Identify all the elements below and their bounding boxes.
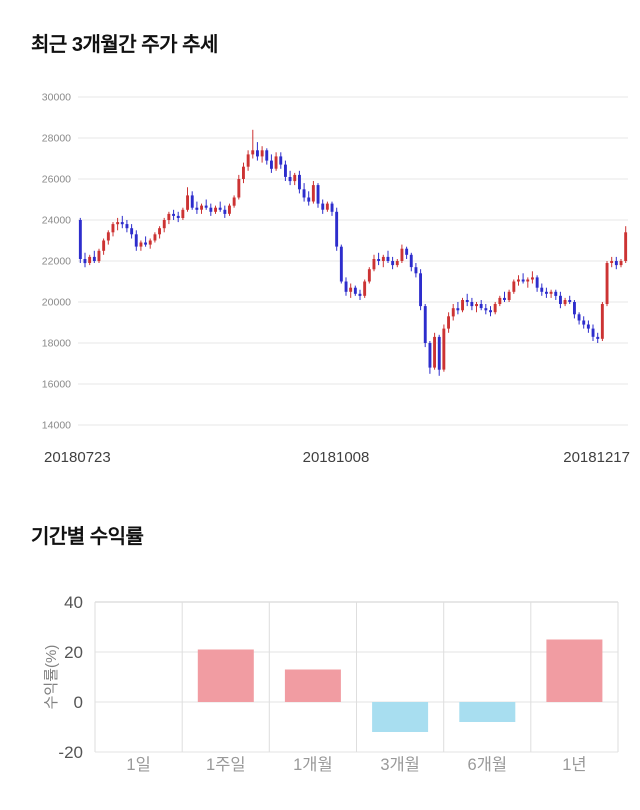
svg-text:40: 40 [64, 593, 83, 612]
candles [78, 129, 628, 376]
svg-text:-20: -20 [58, 743, 83, 762]
returns-bars [197, 639, 603, 732]
svg-text:24000: 24000 [42, 215, 71, 227]
svg-text:3개월: 3개월 [380, 755, 420, 774]
svg-text:14000: 14000 [42, 420, 71, 432]
svg-text:1년: 1년 [562, 755, 586, 774]
returns-y-axis-title: 수익률(%) [43, 645, 60, 710]
svg-text:20181217: 20181217 [563, 449, 630, 466]
svg-text:20000: 20000 [42, 297, 71, 309]
price-chart-title: 최근 3개월간 주가 추세 [31, 34, 218, 56]
svg-text:22000: 22000 [42, 256, 71, 268]
svg-text:16000: 16000 [42, 379, 71, 391]
svg-text:1일: 1일 [126, 755, 150, 774]
returns-y-axis-labels: 40 20 0 -20 [58, 593, 83, 762]
svg-text:6개월: 6개월 [468, 755, 508, 774]
svg-text:1주일: 1주일 [206, 755, 246, 774]
candlestick-chart: 30000 28000 26000 24000 22000 20000 18000 16000… [42, 92, 630, 467]
svg-text:0: 0 [74, 693, 83, 712]
svg-text:18000: 18000 [42, 338, 71, 350]
svg-text:30000: 30000 [42, 92, 71, 104]
svg-text:1개월: 1개월 [293, 755, 333, 774]
returns-x-axis-labels: 1일 1주일 1개월 3개월 6개월 1년 [126, 755, 586, 774]
returns-bar-chart: 40 20 0 -20 수익률(%) 1일 1주일 1개월 3개월 6개월 1년 [43, 593, 619, 774]
svg-text:20: 20 [64, 643, 83, 662]
returns-chart-title: 기간별 수익률 [31, 526, 144, 548]
price-gridlines [78, 96, 628, 426]
returns-gridlines [94, 601, 619, 753]
svg-text:26000: 26000 [42, 174, 71, 186]
svg-text:28000: 28000 [42, 133, 71, 145]
price-y-axis-labels: 30000 28000 26000 24000 22000 20000 18000 16000… [42, 92, 71, 432]
svg-text:수익률(%): 수익률(%) [43, 645, 60, 710]
svg-text:20181008: 20181008 [303, 449, 370, 466]
svg-text:20180723: 20180723 [44, 449, 111, 466]
price-x-axis-labels: 20180723 20181008 20181217 [44, 449, 630, 466]
